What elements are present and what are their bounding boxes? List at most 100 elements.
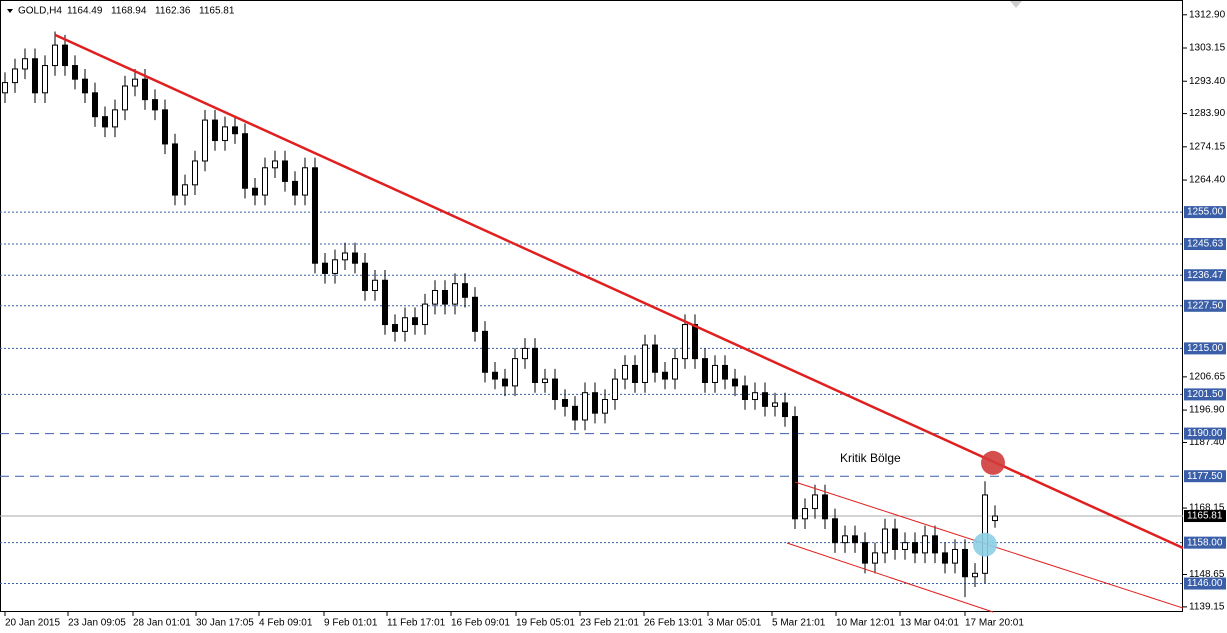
candle-body	[122, 85, 128, 111]
candle-body	[712, 364, 718, 383]
candle-body	[172, 143, 178, 196]
candle-body	[532, 347, 538, 383]
high-value: 1168.94	[111, 6, 147, 17]
candle-body	[702, 358, 708, 383]
y-tick-label: 1312.90	[1189, 9, 1226, 20]
level-label: 1146.00	[1187, 578, 1223, 589]
level-label-box	[1184, 388, 1226, 401]
level-label-box	[1184, 269, 1226, 282]
candle-body	[812, 494, 818, 510]
y-tick-label: 1283.90	[1189, 108, 1226, 119]
x-tick-label: 20 Jan 2015	[5, 618, 60, 629]
close-value: 1165.81	[199, 6, 235, 17]
level-label-box	[1184, 238, 1226, 251]
candle-body	[642, 344, 648, 383]
candle-body	[952, 548, 958, 564]
candle-body	[192, 160, 198, 186]
y-tick-label: 1168.15	[1189, 503, 1225, 514]
y-tick-label: 1293.40	[1189, 76, 1226, 87]
candle-body	[152, 99, 158, 111]
candle-body	[82, 78, 88, 94]
y-tick-label: 1139.15	[1189, 602, 1225, 613]
candle-body	[382, 279, 388, 326]
candle-body	[802, 508, 808, 520]
x-tick-label: 23 Feb 21:01	[580, 618, 639, 629]
candle-body	[752, 392, 758, 401]
candle-body	[972, 572, 978, 578]
candle-body	[792, 416, 798, 520]
candle-body	[992, 515, 998, 522]
candle-body	[632, 364, 638, 383]
x-tick-label: 9 Feb 01:01	[324, 618, 378, 629]
x-tick-label: 3 Mar 05:01	[708, 618, 762, 629]
level-label: 1215.00	[1187, 343, 1224, 354]
candle-body	[362, 262, 368, 291]
candle-body	[692, 324, 698, 360]
candle-body	[942, 552, 948, 564]
candle-body	[282, 160, 288, 182]
candle-body	[102, 116, 108, 128]
symbol: GOLD,H4	[18, 6, 62, 17]
candle-body	[2, 82, 8, 94]
menu-arrow[interactable]	[7, 9, 13, 13]
x-tick-label: 16 Feb 09:01	[451, 618, 510, 629]
candle-body	[322, 262, 328, 274]
candle-body	[222, 126, 228, 142]
candle-body	[672, 358, 678, 380]
level-label: 1236.47	[1187, 270, 1224, 281]
candle-body	[452, 283, 458, 305]
x-tick-label: 4 Feb 09:01	[259, 618, 313, 629]
x-tick-label: 10 Mar 12:01	[836, 618, 895, 629]
scroll-tab[interactable]	[1010, 1, 1022, 8]
zone-marker	[973, 532, 997, 557]
x-tick-label: 26 Feb 13:01	[644, 618, 703, 629]
level-label: 1245.63	[1187, 239, 1224, 250]
level-label: 1177.50	[1187, 471, 1223, 482]
candle-body	[682, 324, 688, 360]
candle-body	[822, 494, 828, 520]
candle-body	[882, 528, 888, 554]
candle-body	[402, 317, 408, 332]
zone-marker	[981, 450, 1005, 475]
candle-body	[872, 552, 878, 564]
candle-body	[542, 378, 548, 383]
x-tick-label: 17 Mar 20:01	[965, 618, 1024, 629]
candle-body	[342, 252, 348, 261]
level-label-box	[1184, 536, 1226, 549]
low-value: 1162.36	[155, 6, 191, 17]
x-tick-label: 13 Mar 04:01	[900, 618, 959, 629]
annotation: Kritik Bölge	[840, 451, 901, 465]
y-tick-label: 1206.65	[1189, 372, 1226, 383]
candle-body	[312, 167, 318, 264]
level-label-box	[1184, 299, 1226, 312]
price-label-box	[1184, 510, 1226, 523]
candle-body	[62, 44, 68, 67]
candle-body	[32, 58, 38, 94]
y-tick-label: 1148.65	[1189, 569, 1225, 580]
candle-body	[652, 344, 658, 373]
x-tick-label: 11 Feb 17:01	[387, 618, 446, 629]
candle-body	[252, 187, 258, 196]
x-tick-label: 28 Jan 01:01	[133, 618, 191, 629]
candle-body	[862, 542, 868, 564]
candle-body	[392, 324, 398, 332]
price-label: 1165.81	[1187, 511, 1223, 522]
candle-body	[422, 303, 428, 326]
candle-body	[912, 542, 918, 554]
candle-body	[212, 119, 218, 142]
candle-body	[782, 402, 788, 418]
candle-body	[242, 133, 248, 189]
level-label: 1201.50	[1187, 389, 1224, 400]
candle-body	[492, 371, 498, 380]
candle-body	[22, 58, 28, 70]
candle-body	[182, 184, 188, 196]
level-label-box	[1184, 577, 1226, 590]
candle-body	[892, 528, 898, 550]
candle-body	[852, 535, 858, 544]
candle-body	[962, 548, 968, 578]
candle-body	[662, 371, 668, 380]
candle-body	[302, 167, 308, 196]
level-label-box	[1184, 427, 1226, 440]
